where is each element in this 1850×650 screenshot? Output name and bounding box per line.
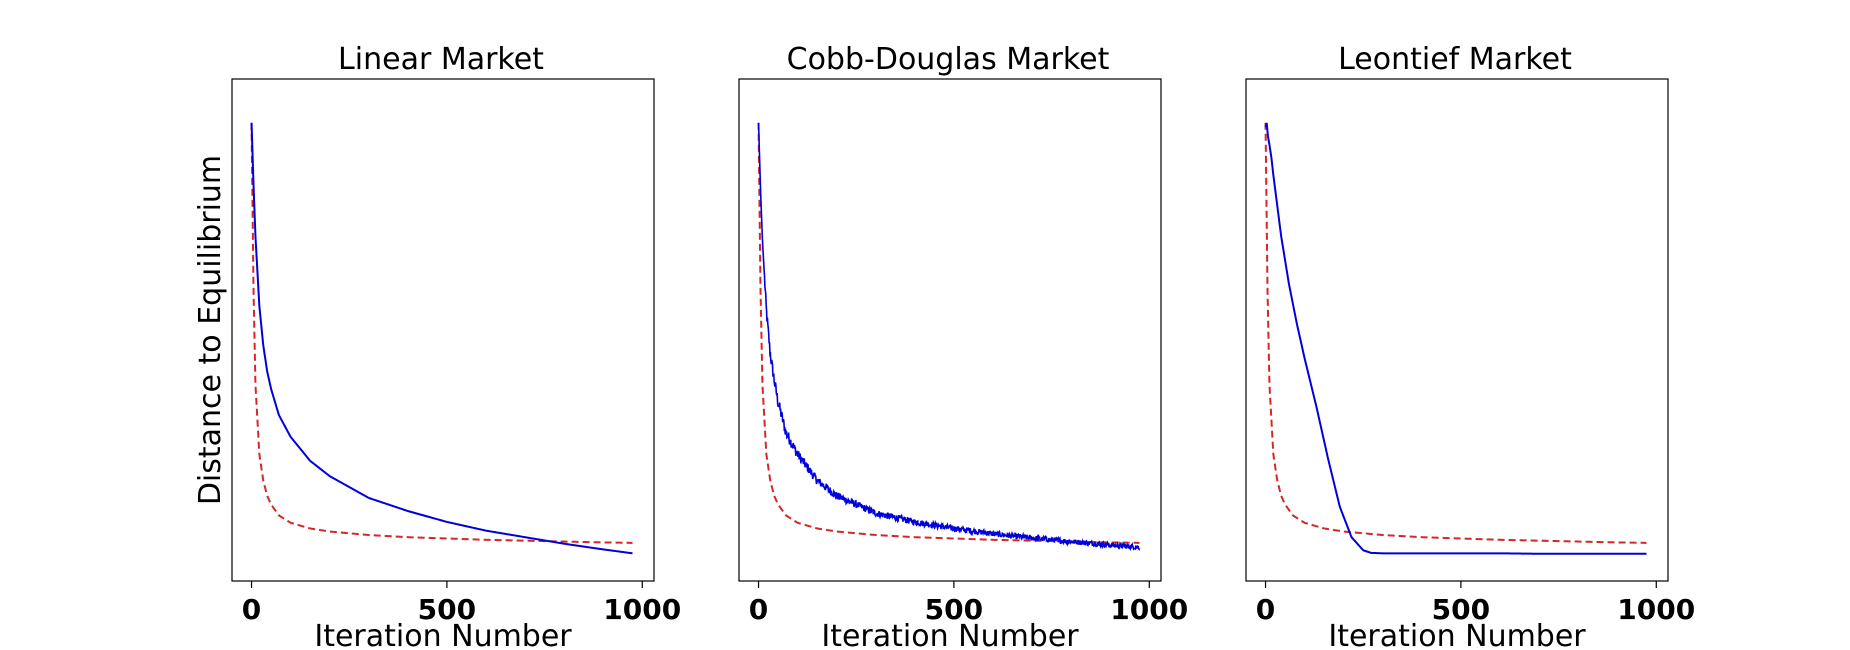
chart-title-cobb-douglas: Cobb-Douglas Market — [787, 42, 1110, 77]
x-tick-label: 0 — [749, 593, 768, 626]
method-line-cobb-douglas — [759, 123, 1140, 549]
x-axis-label-linear: Iteration Number — [314, 619, 572, 650]
reference-line-linear — [252, 123, 633, 543]
plot-frame-cobb-douglas — [739, 79, 1161, 581]
x-tick-label: 0 — [242, 593, 261, 626]
panel-leontief-market: Leontief Market 0 500 1000 Iteration Numbe… — [1246, 42, 1695, 650]
x-axis-label-cobb-douglas: Iteration Number — [821, 619, 1079, 650]
plot-frame-linear — [232, 79, 654, 581]
panel-linear-market: Linear Market 0 500 1000 Iteration Number … — [193, 42, 681, 650]
reference-line-leontief — [1266, 123, 1647, 543]
method-line-linear — [252, 123, 633, 554]
plot-frame-leontief — [1246, 79, 1668, 581]
method-line-leontief — [1266, 123, 1647, 554]
x-tick-label: 1000 — [603, 593, 681, 626]
x-axis-label-leontief: Iteration Number — [1328, 619, 1586, 650]
x-tick-label: 1000 — [1110, 593, 1188, 626]
x-tick-label: 1000 — [1617, 593, 1695, 626]
chart-title-leontief: Leontief Market — [1338, 42, 1572, 77]
y-axis-label: Distance to Equilibrium — [193, 155, 228, 505]
panel-cobb-douglas-market: Cobb-Douglas Market 0 500 1000 Iteration N… — [739, 42, 1188, 650]
x-tick-label: 0 — [1256, 593, 1275, 626]
chart-title-linear: Linear Market — [338, 42, 544, 77]
